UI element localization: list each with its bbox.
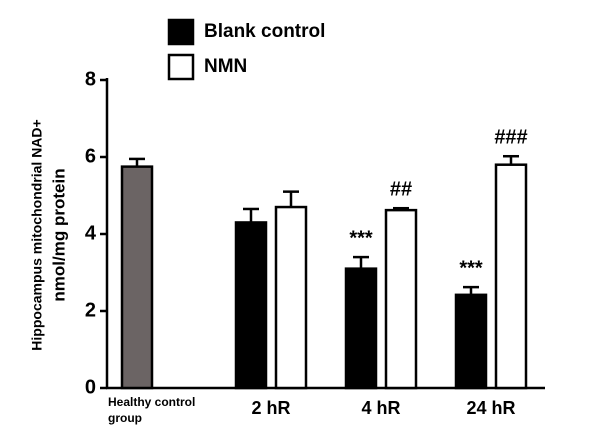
y-tick-label: 6 <box>85 145 96 167</box>
x-tick-label: 24 hR <box>466 398 515 418</box>
y-tick-label: 8 <box>85 68 96 90</box>
y-axis-label: Hippocampus mitochondrial NAD+ <box>29 119 45 350</box>
error-bar <box>129 157 145 167</box>
x-tick-label: 4 hR <box>361 398 400 418</box>
bar <box>384 208 418 390</box>
error-bar <box>463 285 479 295</box>
bar <box>494 163 528 390</box>
bar <box>234 221 268 390</box>
bar <box>274 205 308 390</box>
bar <box>344 267 378 390</box>
error-bar <box>353 255 369 269</box>
y-axis-label: nmol/mg protein <box>49 168 68 301</box>
legend-label: Blank control <box>204 21 325 42</box>
annotation: ## <box>390 178 412 200</box>
legend-swatch <box>167 53 195 81</box>
bar <box>454 293 488 390</box>
y-tick-label: 2 <box>85 299 96 321</box>
bar <box>120 165 154 390</box>
legend-swatch <box>167 18 195 46</box>
error-bar <box>283 190 299 208</box>
error-bar <box>243 207 259 223</box>
y-tick-label: 4 <box>85 222 97 244</box>
legend-label: NMN <box>204 56 247 77</box>
annotation: *** <box>459 257 483 279</box>
annotation: *** <box>349 227 373 249</box>
error-bar <box>503 154 519 165</box>
annotation: ### <box>494 127 527 149</box>
control-category-label: Healthy control group <box>108 395 196 425</box>
y-tick-label: 0 <box>85 376 96 398</box>
x-tick-label: 2 hR <box>251 398 290 418</box>
